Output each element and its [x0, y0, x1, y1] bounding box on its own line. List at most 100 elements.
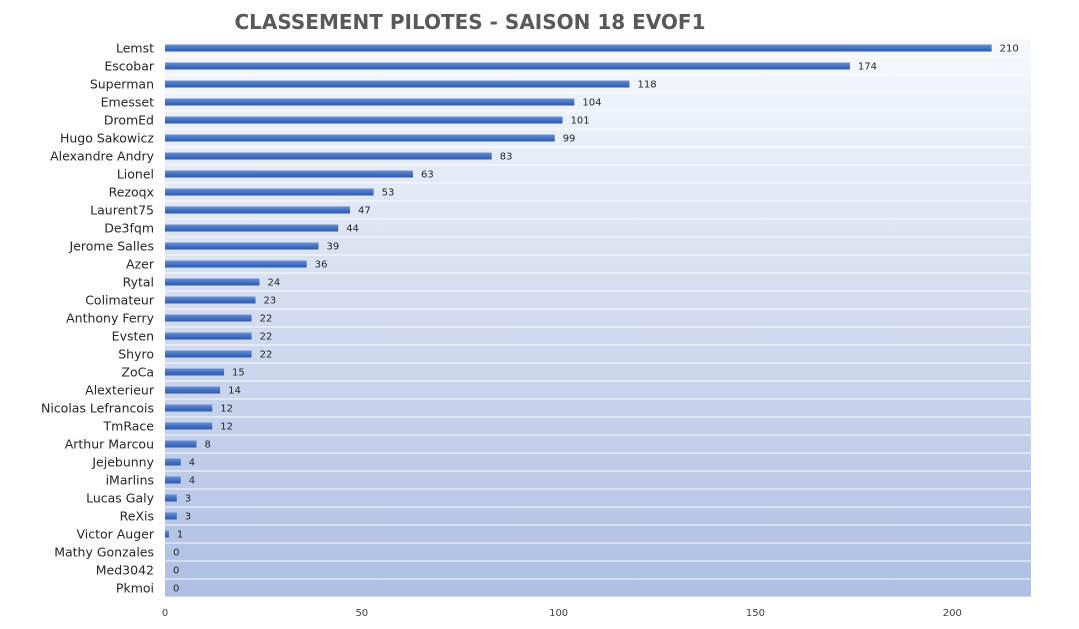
data-label: 14: [228, 386, 241, 397]
x-tick-label: 0: [162, 608, 168, 619]
data-label: 47: [358, 206, 371, 217]
bar-evsten: [165, 332, 252, 340]
data-label: 118: [637, 80, 656, 91]
bar-laurent75: [165, 206, 351, 214]
data-label: 83: [500, 152, 513, 163]
data-label: 8: [204, 440, 210, 451]
data-label: 12: [220, 422, 233, 433]
bar-jerome-salles: [165, 242, 319, 250]
category-label: Victor Auger: [76, 527, 154, 542]
x-tick-label: 150: [746, 608, 765, 619]
bar-jejebunny: [165, 458, 181, 466]
data-label: 0: [173, 566, 179, 577]
plot-area: [165, 39, 1031, 597]
category-label: Alexterieur: [85, 383, 155, 398]
category-label: Laurent75: [90, 203, 154, 218]
category-label: ReXis: [120, 509, 154, 524]
category-label: Rytal: [123, 275, 154, 290]
bar-lemst: [165, 44, 992, 52]
category-label: Shyro: [118, 347, 154, 362]
category-label: ZoCa: [121, 365, 154, 380]
bar-alexterieur: [165, 386, 221, 394]
data-labels: 2101741181041019983635347443936242322222…: [173, 44, 1019, 595]
data-label: 15: [232, 368, 245, 379]
category-label: Lucas Galy: [86, 491, 155, 506]
category-label: Nicolas Lefrancois: [41, 401, 154, 416]
data-label: 3: [185, 512, 191, 523]
category-label: Med3042: [96, 563, 154, 578]
category-label: Evsten: [112, 329, 154, 344]
bar-tmrace: [165, 422, 213, 430]
bar-rezoqx: [165, 188, 374, 196]
bar-azer: [165, 260, 307, 268]
x-axis-ticks: 0 50 100 150 200: [162, 608, 962, 619]
bars: [165, 44, 992, 538]
category-label: Anthony Ferry: [66, 311, 154, 326]
category-label: Azer: [126, 257, 155, 272]
bar-colimateur: [165, 296, 256, 304]
bar-alexandre-andry: [165, 152, 492, 160]
bar-rytal: [165, 278, 260, 286]
data-label: 0: [173, 584, 179, 595]
data-label: 3: [185, 494, 191, 505]
bar-arthur-marcou: [165, 440, 197, 448]
bar-dromed: [165, 116, 563, 124]
bar-imarlins: [165, 476, 181, 484]
data-label: 22: [260, 314, 273, 325]
category-label: Escobar: [104, 59, 155, 74]
bar-lucas-galy: [165, 494, 177, 502]
x-tick-label: 100: [549, 608, 568, 619]
bar-hugo-sakowicz: [165, 134, 555, 142]
category-label: Lemst: [116, 41, 154, 56]
bar-superman: [165, 80, 630, 88]
chart-title: CLASSEMENT PILOTES - SAISON 18 EVOF1: [234, 10, 705, 34]
category-label: Hugo Sakowicz: [60, 131, 154, 146]
category-label: Colimateur: [85, 293, 155, 308]
data-label: 24: [267, 278, 280, 289]
bar-nicolas-lefrancois: [165, 404, 213, 412]
bar-anthony-ferry: [165, 314, 252, 322]
category-label: Jerome Salles: [69, 239, 154, 254]
data-label: 39: [327, 242, 340, 253]
data-label: 36: [315, 260, 328, 271]
bar-emesset: [165, 98, 575, 106]
bar-rexis: [165, 512, 177, 520]
category-label: Jejebunny: [91, 455, 154, 470]
data-label: 23: [264, 296, 277, 307]
data-label: 63: [421, 170, 434, 181]
data-label: 104: [582, 98, 601, 109]
data-label: 12: [220, 404, 233, 415]
category-label: Superman: [90, 77, 154, 92]
data-label: 0: [173, 548, 179, 559]
data-label: 101: [571, 116, 590, 127]
category-label: Alexandre Andry: [50, 149, 154, 164]
data-label: 174: [858, 62, 877, 73]
bar-escobar: [165, 62, 850, 70]
category-labels: Lemst Escobar Superman Emesset DromEd Hugo Sa…: [41, 41, 155, 596]
data-label: 99: [563, 134, 576, 145]
category-label: Pkmoi: [116, 581, 154, 596]
category-label: DromEd: [104, 113, 154, 128]
data-label: 22: [260, 332, 273, 343]
category-label: De3fqm: [104, 221, 154, 236]
bar-victor-auger: [165, 530, 169, 538]
data-label: 53: [382, 188, 395, 199]
bar-lionel: [165, 170, 413, 178]
category-label: Arthur Marcou: [65, 437, 154, 452]
bar-shyro: [165, 350, 252, 358]
data-label: 44: [346, 224, 359, 235]
category-label: Mathy Gonzales: [54, 545, 154, 560]
bar-de3fqm: [165, 224, 339, 232]
gridlines: [165, 38, 1031, 598]
data-label: 1: [177, 530, 183, 541]
category-label: TmRace: [103, 419, 155, 434]
data-label: 4: [189, 458, 195, 469]
x-tick-label: 200: [943, 608, 962, 619]
data-label: 210: [1000, 44, 1019, 55]
category-label: Emesset: [101, 95, 154, 110]
category-label: Rezoqx: [109, 185, 154, 200]
data-label: 4: [189, 476, 195, 487]
category-label: iMarlins: [106, 473, 154, 488]
bar-zoca: [165, 368, 225, 376]
